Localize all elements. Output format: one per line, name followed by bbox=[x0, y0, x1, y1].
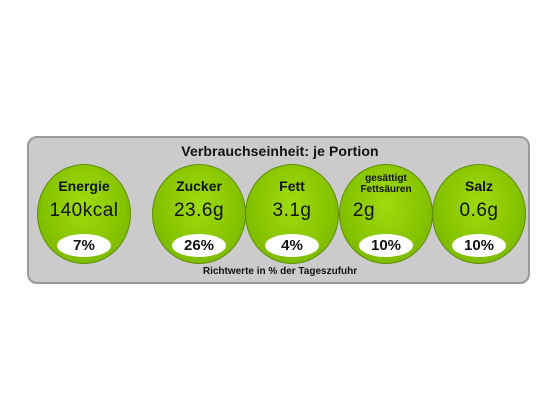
daily-reference-note: Richtwerte in % der Tageszufuhr bbox=[202, 266, 358, 277]
salt-label: Salz bbox=[464, 178, 493, 194]
energy-label: Energie bbox=[58, 178, 110, 194]
sugar-circle bbox=[152, 164, 246, 264]
sugar-percent: 26% bbox=[172, 234, 226, 257]
nutrient-energy: Energie 140kcal 7% bbox=[37, 164, 131, 264]
sugar-label: Zucker bbox=[176, 178, 222, 194]
saturated-fat-label-line2: Fettsäuren bbox=[360, 184, 412, 195]
fat-label: Fett bbox=[279, 178, 305, 194]
serving-heading: Verbrauchseinheit: je Portion bbox=[181, 143, 379, 159]
nutrient-sugar: Zucker 23.6g 26% bbox=[152, 164, 246, 264]
energy-amount: 140kcal bbox=[49, 200, 119, 221]
sugar-amount: 23.6g bbox=[173, 200, 225, 221]
nutrient-saturated-fat: gesättigt Fettsäuren 2g 10% bbox=[339, 164, 433, 264]
nutrient-salt: Salz 0.6g 10% bbox=[432, 164, 526, 264]
salt-amount: 0.6g bbox=[459, 200, 499, 221]
saturated-fat-label: gesättigt Fettsäuren bbox=[339, 173, 433, 195]
saturated-fat-percent: 10% bbox=[359, 234, 413, 257]
energy-percent: 7% bbox=[57, 234, 111, 257]
fat-percent: 4% bbox=[265, 234, 319, 257]
saturated-fat-amount: 2g bbox=[352, 200, 376, 221]
fat-amount: 3.1g bbox=[272, 200, 312, 221]
nutrient-fat: Fett 3.1g 4% bbox=[245, 164, 339, 264]
saturated-fat-label-line1: gesättigt bbox=[365, 173, 407, 184]
salt-percent: 10% bbox=[452, 234, 506, 257]
